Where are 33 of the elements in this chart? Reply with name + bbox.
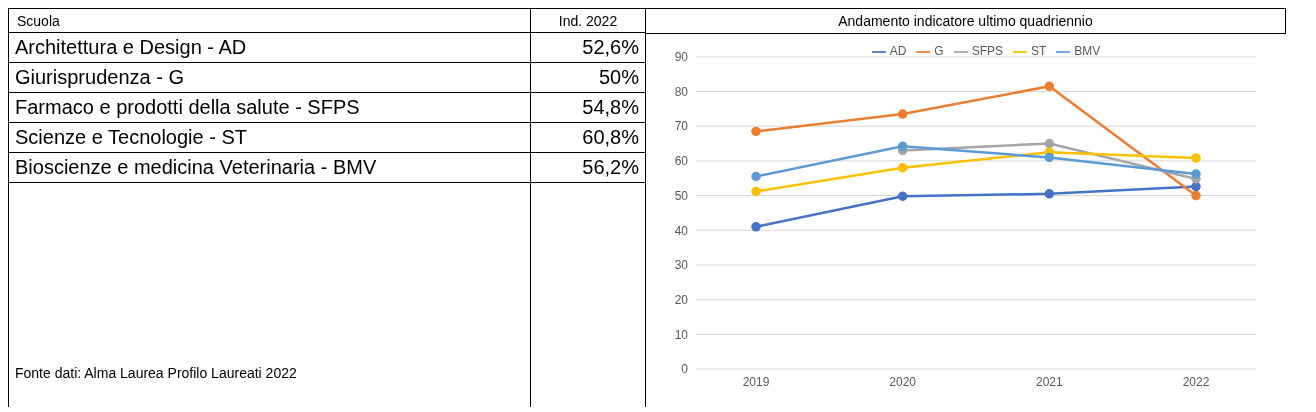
x-tick-label: 2021 — [1035, 374, 1063, 389]
y-tick-label: 20 — [674, 292, 689, 307]
text: 56,2% — [582, 156, 639, 178]
x-tick-label: 2019 — [742, 374, 770, 389]
y-tick-label: 40 — [674, 223, 689, 238]
category-label: Farmaco e prodotti della salute - SFPS — [8, 92, 531, 123]
legend-label: ST — [1031, 44, 1047, 58]
y-tick-label: 10 — [674, 327, 689, 342]
legend-label: G — [934, 44, 944, 58]
y-tick-label: 50 — [674, 188, 689, 203]
text: 52,6% — [582, 36, 639, 58]
y-tick-label: 0 — [681, 362, 689, 377]
y-tick-label: 80 — [674, 84, 689, 99]
category-label: Architettura e Design - AD — [8, 32, 531, 63]
text: Ind. 2022 — [530, 8, 646, 33]
source-note: Fonte dati: Alma Laurea Profilo Laureati 2022 — [8, 182, 531, 407]
legend-label: AD — [889, 44, 907, 58]
legend-label: SFPS — [971, 44, 1003, 58]
y-tick-label: 60 — [674, 154, 689, 169]
chart-title: Andamento indicatore ultimo quadriennio — [646, 8, 1286, 34]
text: 60,8% — [582, 126, 639, 148]
y-tick-label: 70 — [674, 119, 689, 134]
x-tick-label: 2022 — [1182, 374, 1210, 389]
y-tick-label: 90 — [674, 50, 689, 65]
text: 54,8% — [582, 96, 639, 118]
category-label: Giurisprudenza - G — [8, 62, 531, 93]
y-tick-label: 30 — [674, 258, 689, 273]
x-tick-label: 2020 — [889, 374, 917, 389]
text: Scuola — [8, 8, 531, 33]
legend-label: BMV — [1074, 44, 1101, 58]
category-label: Bioscienze e medicina Veterinaria - BMV — [8, 152, 531, 183]
text: 50% — [598, 66, 639, 88]
category-label: Scienze e Tecnologie - ST — [8, 122, 531, 153]
